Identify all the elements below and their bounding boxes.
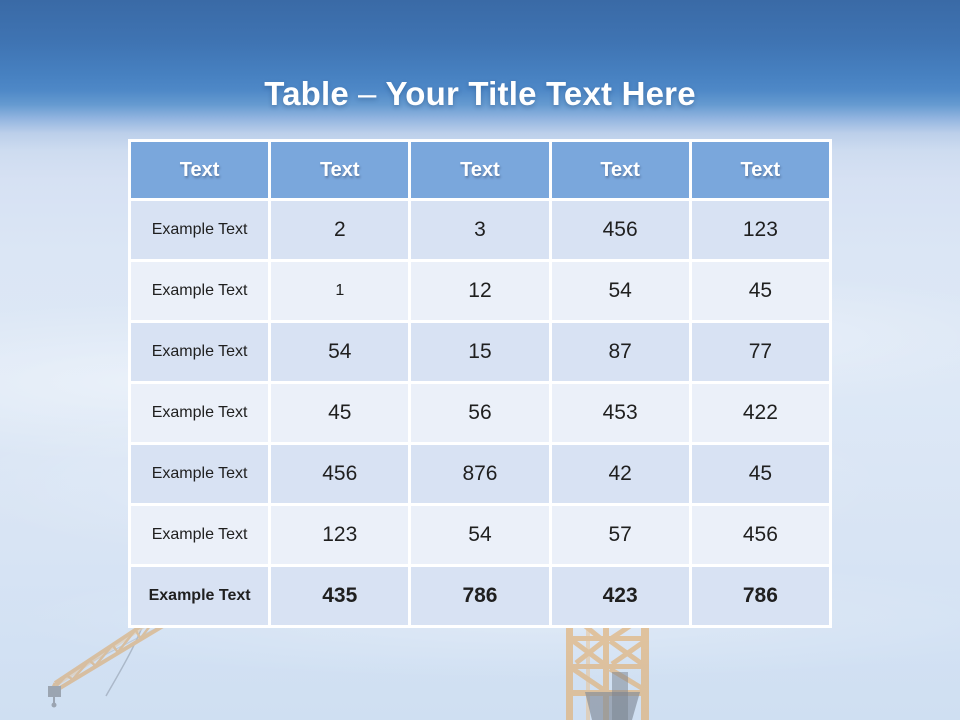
row-label-cell: Example Text: [127, 503, 272, 567]
value-cell: 45: [688, 442, 833, 506]
value-cell: 786: [688, 564, 833, 628]
table-row: Example Text 54 15 87 77: [127, 320, 833, 384]
value-cell: 1: [268, 259, 412, 323]
slide-title-keyword: Table: [264, 75, 349, 113]
value-cell: 15: [408, 320, 552, 384]
row-label-cell: Example Text: [127, 442, 272, 506]
data-table: Text Text Text Text Text Example Text 2 …: [127, 139, 833, 628]
header-cell: Text: [268, 139, 412, 201]
value-cell: 12: [408, 259, 552, 323]
value-cell: 54: [408, 503, 552, 567]
value-cell: 456: [268, 442, 412, 506]
value-cell: 786: [408, 564, 552, 628]
header-cell: Text: [688, 139, 833, 201]
crane-tower-illustration: [566, 612, 649, 720]
row-label-cell: Example Text: [127, 381, 272, 445]
value-cell: 456: [688, 503, 833, 567]
value-cell: 435: [268, 564, 412, 628]
header-cell: Text: [408, 139, 552, 201]
value-cell: 77: [688, 320, 833, 384]
slide-title-dash: –: [357, 75, 377, 113]
table-row: Example Text 1 12 54 45: [127, 259, 833, 323]
row-label-cell: Example Text: [127, 198, 272, 262]
value-cell: 45: [688, 259, 833, 323]
value-cell: 423: [548, 564, 692, 628]
table-total-row: Example Text 435 786 423 786: [127, 564, 833, 628]
row-label-cell: Example Text: [127, 564, 272, 628]
value-cell: 57: [548, 503, 692, 567]
value-cell: 45: [268, 381, 412, 445]
table-row: Example Text 2 3 456 123: [127, 198, 833, 262]
value-cell: 2: [268, 198, 412, 262]
value-cell: 422: [688, 381, 833, 445]
value-cell: 54: [548, 259, 692, 323]
value-cell: 456: [548, 198, 692, 262]
value-cell: 123: [268, 503, 412, 567]
value-cell: 42: [548, 442, 692, 506]
value-cell: 453: [548, 381, 692, 445]
table-row: Example Text 456 876 42 45: [127, 442, 833, 506]
row-label-cell: Example Text: [127, 259, 272, 323]
value-cell: 3: [408, 198, 552, 262]
row-label-cell: Example Text: [127, 320, 272, 384]
value-cell: 123: [688, 198, 833, 262]
header-row: Text Text Text Text Text: [127, 139, 833, 201]
value-cell: 87: [548, 320, 692, 384]
table-row: Example Text 45 56 453 422: [127, 381, 833, 445]
value-cell: 876: [408, 442, 552, 506]
value-cell: 54: [268, 320, 412, 384]
header-cell: Text: [548, 139, 692, 201]
table-row: Example Text 123 54 57 456: [127, 503, 833, 567]
slide-title: Table – Your Title Text Here: [0, 75, 960, 113]
slide-title-text: Your Title Text Here: [385, 75, 696, 113]
value-cell: 56: [408, 381, 552, 445]
header-cell: Text: [127, 139, 272, 201]
